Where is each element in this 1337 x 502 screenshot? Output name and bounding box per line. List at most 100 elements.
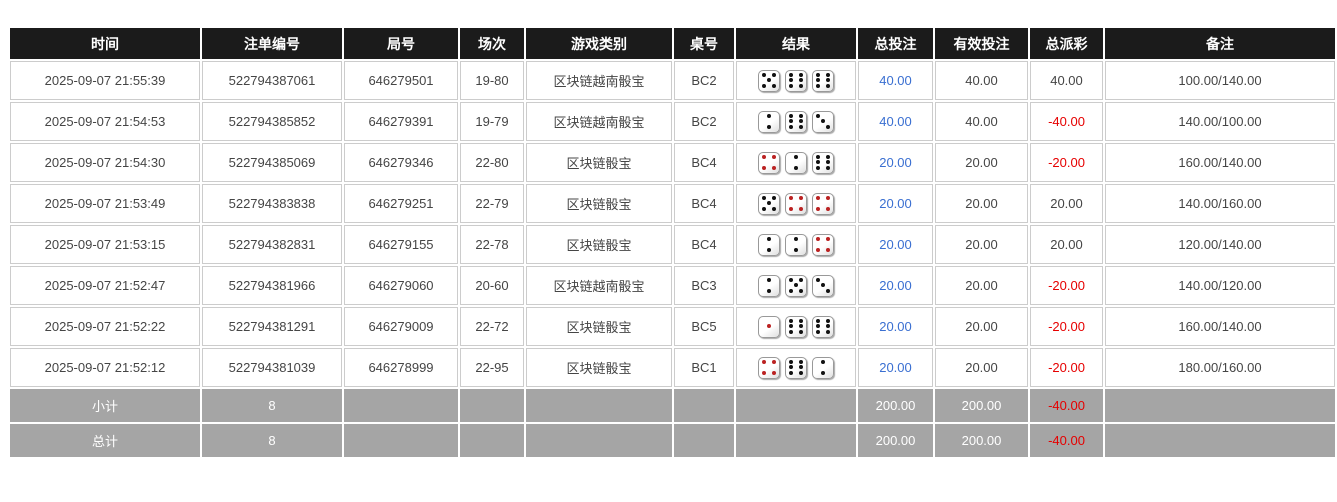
die-6-icon [812,151,834,174]
summary-total-bet: 200.00 [858,424,933,457]
cell-result-dice [736,348,856,387]
total-bet-link[interactable]: 20.00 [879,360,912,375]
cell-session: 22-78 [460,225,524,264]
bet-records-panel: 时间 注单编号 局号 场次 游戏类别 桌号 结果 总投注 有效投注 总派彩 备注 2025-09-0… [8,26,1337,459]
total-bet-link[interactable]: 20.00 [879,319,912,334]
cell-valid-bet: 20.00 [935,348,1028,387]
cell-remark: 180.00/160.00 [1105,348,1335,387]
cell-total-payout: -20.00 [1030,143,1103,182]
cell-game-type: 区块链骰宝 [526,307,672,346]
cell-bet-id: 522794381291 [202,307,342,346]
dice-group [739,274,853,297]
cell-time: 2025-09-07 21:55:39 [10,61,200,100]
summary-count: 8 [202,389,342,422]
table-header: 时间 注单编号 局号 场次 游戏类别 桌号 结果 总投注 有效投注 总派彩 备注 [10,28,1335,59]
cell-round-id: 646279501 [344,61,458,100]
die-6-icon [785,69,807,92]
cell-session: 19-80 [460,61,524,100]
cell-round-id: 646279346 [344,143,458,182]
cell-total-payout: -20.00 [1030,266,1103,305]
summary-total-payout: -40.00 [1030,424,1103,457]
bet-records-table: 时间 注单编号 局号 场次 游戏类别 桌号 结果 总投注 有效投注 总派彩 备注 2025-09-0… [8,26,1337,459]
cell-remark: 140.00/160.00 [1105,184,1335,223]
total-bet-link[interactable]: 40.00 [879,114,912,129]
summary-label: 小计 [10,389,200,422]
cell-table-no: BC2 [674,61,734,100]
cell-round-id: 646279155 [344,225,458,264]
column-header: 局号 [344,28,458,59]
table-row: 2025-09-07 21:53:49 522794383838 6462792… [10,184,1335,223]
total-bet-link[interactable]: 20.00 [879,237,912,252]
die-6-icon [785,356,807,379]
summary-empty-table [674,424,734,457]
cell-total-bet: 40.00 [858,61,933,100]
cell-table-no: BC2 [674,102,734,141]
cell-result-dice [736,61,856,100]
table-row: 2025-09-07 21:54:30 522794385069 6462793… [10,143,1335,182]
cell-total-payout: -20.00 [1030,348,1103,387]
total-bet-link[interactable]: 20.00 [879,196,912,211]
cell-result-dice [736,307,856,346]
die-6-icon [812,315,834,338]
die-2-icon [758,274,780,297]
cell-bet-id: 522794381039 [202,348,342,387]
table-row: 2025-09-07 21:52:22 522794381291 6462790… [10,307,1335,346]
cell-total-payout: -40.00 [1030,102,1103,141]
cell-remark: 100.00/140.00 [1105,61,1335,100]
cell-remark: 160.00/140.00 [1105,143,1335,182]
dice-group [739,315,853,338]
die-2-icon [758,233,780,256]
cell-round-id: 646278999 [344,348,458,387]
summary-total-bet: 200.00 [858,389,933,422]
table-row: 2025-09-07 21:52:12 522794381039 6462789… [10,348,1335,387]
cell-remark: 160.00/140.00 [1105,307,1335,346]
dice-group [739,192,853,215]
column-header: 总投注 [858,28,933,59]
die-4-icon [758,151,780,174]
cell-game-type: 区块链骰宝 [526,225,672,264]
table-row: 2025-09-07 21:53:15 522794382831 6462791… [10,225,1335,264]
cell-game-type: 区块链越南骰宝 [526,266,672,305]
cell-valid-bet: 20.00 [935,266,1028,305]
die-4-icon [812,233,834,256]
cell-game-type: 区块链越南骰宝 [526,102,672,141]
cell-total-bet: 20.00 [858,143,933,182]
cell-total-bet: 20.00 [858,266,933,305]
die-2-icon [758,110,780,133]
die-2-icon [812,356,834,379]
summary-empty-session [460,424,524,457]
summary-count: 8 [202,424,342,457]
cell-remark: 140.00/100.00 [1105,102,1335,141]
table-row: 2025-09-07 21:55:39 522794387061 6462795… [10,61,1335,100]
cell-time: 2025-09-07 21:52:47 [10,266,200,305]
die-6-icon [812,69,834,92]
cell-game-type: 区块链骰宝 [526,348,672,387]
cell-time: 2025-09-07 21:52:12 [10,348,200,387]
cell-round-id: 646279060 [344,266,458,305]
cell-bet-id: 522794385852 [202,102,342,141]
cell-game-type: 区块链骰宝 [526,143,672,182]
cell-table-no: BC4 [674,225,734,264]
cell-time: 2025-09-07 21:53:49 [10,184,200,223]
die-1-icon [758,315,780,338]
die-6-icon [785,315,807,338]
column-header: 总派彩 [1030,28,1103,59]
total-bet-link[interactable]: 20.00 [879,278,912,293]
cell-bet-id: 522794382831 [202,225,342,264]
cell-result-dice [736,184,856,223]
cell-game-type: 区块链越南骰宝 [526,61,672,100]
cell-total-payout: -20.00 [1030,307,1103,346]
cell-session: 19-79 [460,102,524,141]
total-bet-link[interactable]: 40.00 [879,73,912,88]
cell-valid-bet: 20.00 [935,225,1028,264]
summary-empty-remark [1105,424,1335,457]
table-row: 2025-09-07 21:52:47 522794381966 6462790… [10,266,1335,305]
die-5-icon [785,274,807,297]
summary-empty-round [344,389,458,422]
summary-empty-table [674,389,734,422]
total-bet-link[interactable]: 20.00 [879,155,912,170]
summary-row: 小计 8 200.00 200.00 -40.00 [10,389,1335,422]
cell-round-id: 646279251 [344,184,458,223]
dice-group [739,151,853,174]
column-header: 游戏类别 [526,28,672,59]
